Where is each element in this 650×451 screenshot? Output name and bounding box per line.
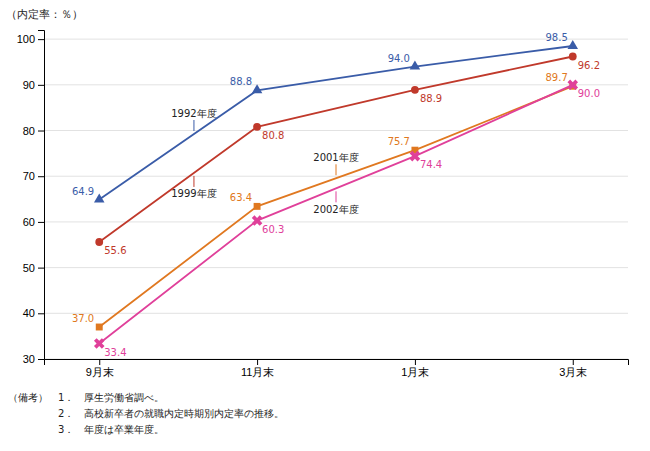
y-tick-label: 40 xyxy=(23,307,35,319)
plot: 30 40 50 60 70 80 90 100 9月末 11月末 1月末 3月末 64.9 88.8 94… xyxy=(17,31,629,378)
y-tick: 80 xyxy=(23,125,44,137)
y-tick-label: 70 xyxy=(23,170,35,182)
grid xyxy=(44,39,628,359)
data-label: 64.9 xyxy=(72,186,94,197)
texts: 64.9 88.8 94.0 98.5 1992年度 55.6 80.8 88.9 96.2 19… xyxy=(72,32,600,358)
footnote: 2． 高校新卒者の就職内定時期別内定率の推移。 xyxy=(8,408,284,419)
marker xyxy=(94,193,105,202)
series xyxy=(91,77,580,352)
data-label: 55.6 xyxy=(104,245,126,256)
series xyxy=(96,83,576,331)
data-label: 80.8 xyxy=(262,130,284,141)
data-label: 37.0 xyxy=(72,313,94,324)
data-label: 75.7 xyxy=(388,136,410,147)
marker xyxy=(567,40,578,49)
series-label: 2002年度 xyxy=(313,204,358,215)
y-tick-label: 30 xyxy=(23,353,35,365)
leader-line xyxy=(336,191,337,202)
series-line xyxy=(99,85,573,344)
chart-svg: 30 40 50 60 70 80 90 100 9月末 11月末 1月末 3月末 64.9 88.8 94… xyxy=(0,0,650,451)
marks xyxy=(91,40,580,351)
y-axis-title: （内定率：％） xyxy=(6,8,83,21)
x-tick-mark xyxy=(99,359,100,365)
series xyxy=(95,53,576,246)
leader-line xyxy=(336,164,337,175)
data-label: 88.9 xyxy=(420,93,442,104)
x-tick: 3月末 xyxy=(559,359,587,378)
y-axis: 30 40 50 60 70 80 90 100 xyxy=(17,31,45,366)
y-tick: 60 xyxy=(23,216,44,228)
footnote: 3． 年度は卒業年度。 xyxy=(8,424,164,435)
x-tick-label: 3月末 xyxy=(559,366,587,378)
y-tick-mark xyxy=(38,131,44,132)
y-tick-label: 90 xyxy=(23,79,35,91)
data-label: 94.0 xyxy=(388,53,410,64)
y-tick: 40 xyxy=(23,307,44,319)
grid-line xyxy=(44,267,628,268)
footnote: （備考） 1． 厚生労働省調べ。 xyxy=(8,392,164,403)
x-tick: 1月末 xyxy=(401,359,429,378)
y-tick-mark xyxy=(38,313,44,314)
data-label: 74.4 xyxy=(420,159,442,170)
y-tick-mark xyxy=(38,359,44,360)
y-tick-label: 100 xyxy=(17,33,35,45)
x-axis: 9月末 11月末 1月末 3月末 xyxy=(45,359,629,378)
y-tick-mark xyxy=(38,176,44,177)
series-label: 1992年度 xyxy=(171,108,216,119)
series-label: 1999年度 xyxy=(171,188,216,199)
y-tick-mark xyxy=(38,39,44,40)
grid-line xyxy=(44,84,628,85)
x-tick: 9月末 xyxy=(86,359,114,378)
marker xyxy=(411,86,419,94)
y-tick: 50 xyxy=(23,262,44,274)
marker xyxy=(410,60,421,69)
y-tick-mark xyxy=(38,268,44,269)
x-tick-label: 1月末 xyxy=(401,366,429,378)
data-label: 63.4 xyxy=(230,192,252,203)
x-axis-line xyxy=(45,360,629,366)
marker xyxy=(569,53,577,61)
x-tick-mark xyxy=(257,359,258,365)
y-tick-label: 80 xyxy=(23,125,35,137)
x-tick-mark xyxy=(573,359,574,365)
footnotes: （備考） 1． 厚生労働省調べ。 2． 高校新卒者の就職内定時期別内定率の推移。… xyxy=(8,392,284,435)
grid-line xyxy=(44,130,628,131)
data-label: 96.2 xyxy=(578,60,600,71)
chart-container: 30 40 50 60 70 80 90 100 9月末 11月末 1月末 3月末 64.9 88.8 94… xyxy=(0,0,650,451)
marker xyxy=(252,84,263,93)
data-label: 89.7 xyxy=(545,72,567,83)
data-label: 98.5 xyxy=(545,32,567,43)
x-tick-mark xyxy=(415,359,416,365)
leader-line xyxy=(193,120,194,131)
series-line xyxy=(99,46,573,200)
y-tick-mark xyxy=(38,85,44,86)
y-tick: 30 xyxy=(23,353,44,365)
x-tick: 11月末 xyxy=(241,359,274,378)
data-label: 33.4 xyxy=(104,347,126,358)
grid-line xyxy=(44,39,628,40)
y-tick-label: 50 xyxy=(23,262,35,274)
grid-line xyxy=(44,221,628,222)
y-tick: 100 xyxy=(17,33,44,45)
y-axis-line xyxy=(38,31,45,360)
marker xyxy=(253,123,261,131)
y-tick: 70 xyxy=(23,170,44,182)
series-label: 2001年度 xyxy=(313,152,358,163)
marker xyxy=(95,238,103,246)
leader-line xyxy=(193,176,194,187)
marker xyxy=(254,203,261,210)
y-tick-mark xyxy=(38,222,44,223)
y-tick: 90 xyxy=(23,79,44,91)
x-tick-label: 11月末 xyxy=(241,366,274,378)
data-label: 88.8 xyxy=(230,76,252,87)
data-label: 60.3 xyxy=(262,224,284,235)
x-tick-label: 9月末 xyxy=(86,366,114,378)
marker xyxy=(96,324,103,331)
series-line xyxy=(99,86,573,327)
data-label: 90.0 xyxy=(578,88,600,99)
series-line xyxy=(99,57,573,243)
grid-line xyxy=(44,313,628,314)
y-tick-label: 60 xyxy=(23,216,35,228)
